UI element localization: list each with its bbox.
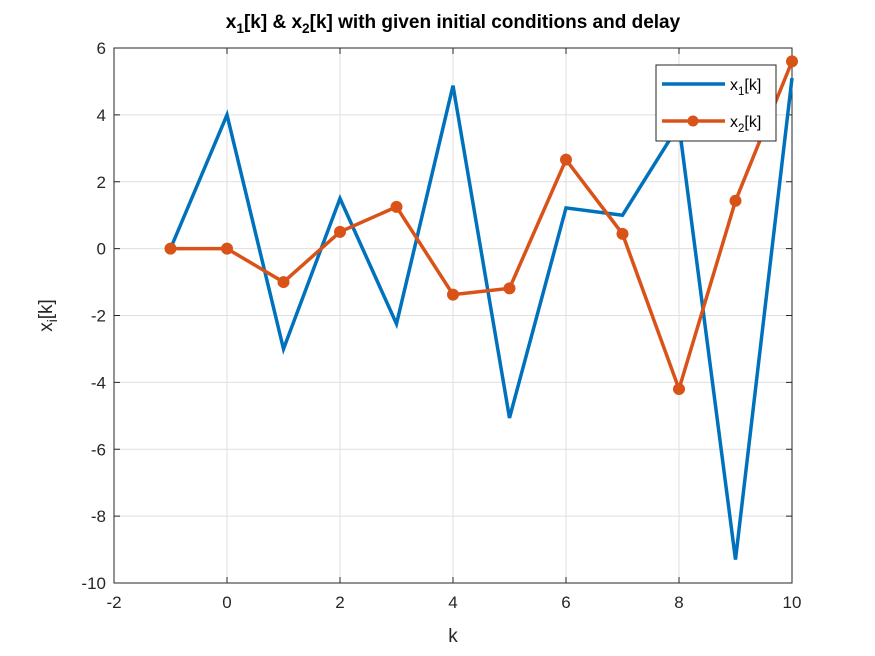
legend: x1[k]x2[k] [655, 64, 777, 142]
x-tick-label: 2 [335, 593, 344, 612]
chart-title-part: [k] with given initial conditions and de… [310, 12, 681, 33]
y-tick-label: 4 [97, 106, 106, 125]
legend-label-1-part: x [730, 77, 738, 94]
legend-label-2-part: 2 [738, 123, 744, 135]
x-tick-label: 4 [448, 593, 457, 612]
series-point-2 [390, 200, 403, 213]
series-line-2 [170, 60, 794, 395]
chart-title-part: 2 [302, 21, 310, 36]
series-point-2 [616, 227, 629, 240]
title-layer: x1[k] & x2[k] with given initial conditi… [226, 12, 681, 36]
x-axis-label: k [448, 626, 458, 647]
x-tick-label: 10 [783, 593, 802, 612]
legend-label-2-part: [k] [744, 114, 761, 131]
series-point-2 [729, 194, 742, 207]
y-axis-label-part: [k] [36, 299, 57, 319]
chart-title: x1[k] & x2[k] with given initial conditi… [226, 12, 681, 36]
series-point-2 [673, 383, 685, 396]
series-point-2 [277, 276, 290, 289]
series-point-2 [447, 288, 459, 301]
legend-label-1-part: [k] [744, 77, 761, 94]
y-tick-label: -6 [91, 440, 106, 459]
legend-box [655, 64, 777, 142]
series-line-1 [168, 77, 794, 560]
y-tick-label: -10 [81, 574, 106, 593]
y-tick-label: -8 [91, 507, 106, 526]
series-point-2 [164, 242, 177, 255]
legend-label-2-part: x [730, 114, 738, 131]
chart-title-part: [k] & x [244, 12, 303, 33]
y-tick-label: 6 [97, 39, 106, 58]
legend-marker-2 [687, 115, 699, 127]
series-layer [164, 55, 798, 560]
y-tick-label: 0 [97, 240, 106, 259]
series-point-2 [786, 55, 798, 68]
y-tick-label: 2 [97, 173, 106, 192]
series-point-2 [560, 153, 572, 166]
y-axis-label-part: x [36, 322, 57, 332]
y-tick-label: -2 [91, 307, 106, 326]
legend-label-1-part: 1 [738, 86, 744, 98]
legend-label-2: x2[k] [730, 114, 761, 135]
series-point-2 [334, 225, 346, 238]
y-axis-label-group: xi[k] [36, 299, 60, 332]
legend-label-1: x1[k] [730, 77, 761, 98]
y-axis-label-part: i [45, 319, 60, 322]
x-tick-label: 6 [561, 593, 570, 612]
series-point-2 [503, 282, 516, 295]
y-axis-label: xi[k] [36, 299, 60, 332]
x-tick-label: 8 [674, 593, 683, 612]
chart-title-part: x [226, 12, 237, 33]
x-tick-label: -2 [106, 593, 121, 612]
y-tick-label: -4 [91, 373, 106, 392]
series-point-2 [221, 242, 233, 255]
x-tick-label: 0 [222, 593, 231, 612]
chart-title-part: 1 [236, 21, 244, 36]
